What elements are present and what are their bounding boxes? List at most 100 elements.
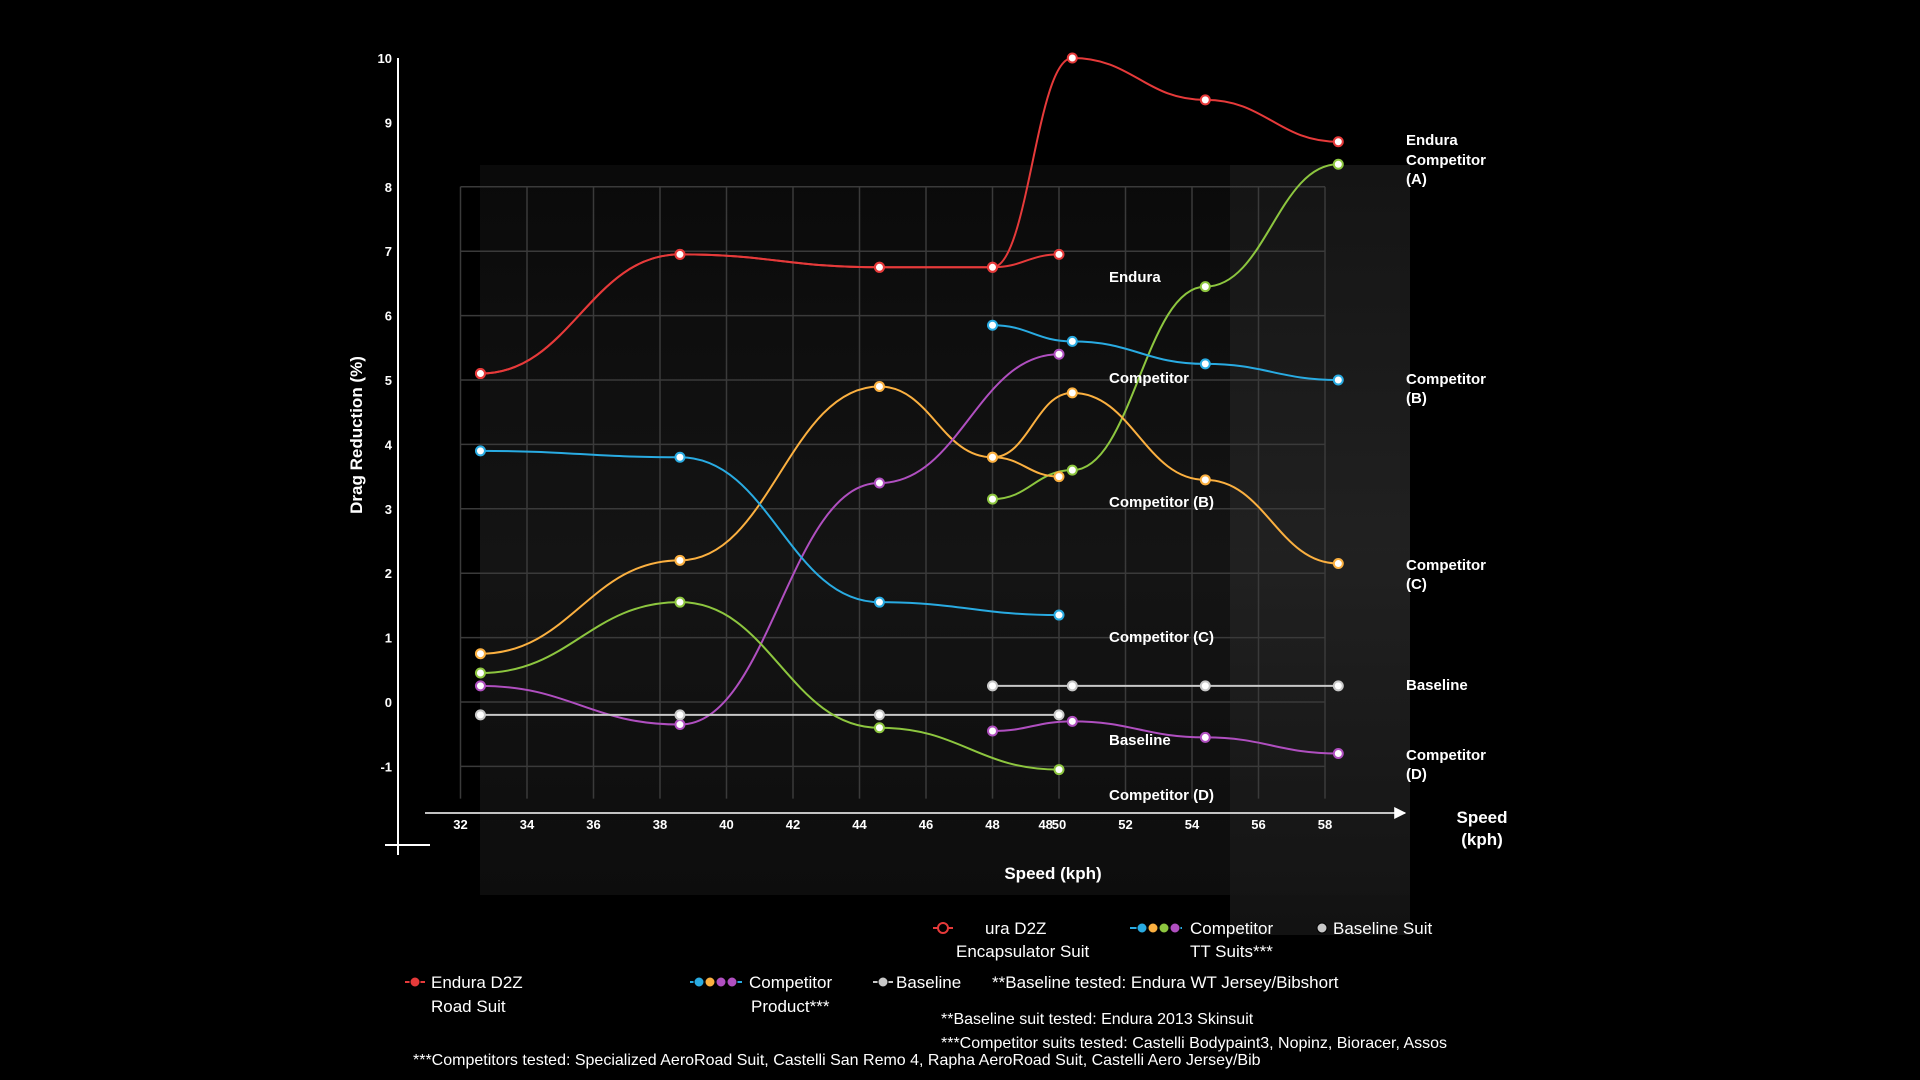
series-line-right-competitor-c (992, 391, 1339, 565)
grid-background-panel-right (1230, 165, 1410, 935)
data-point-competitor-b (1066, 335, 1078, 347)
label-right-competitor-c-line1: Competitor (1406, 557, 1486, 574)
legend-encapsulator-line1: ura D2Z (985, 919, 1046, 938)
data-point-baseline (1332, 680, 1344, 692)
label-right-competitor-a-line2: (A) (1406, 171, 1427, 188)
legend-marker-orange (1147, 922, 1159, 934)
series-line-left-competitor-b (480, 353, 1060, 726)
legend-marker-red (937, 922, 949, 934)
legend-marker-orange-2 (704, 976, 716, 988)
x-tick-label: 56 (1251, 817, 1265, 832)
data-point-baseline (1053, 709, 1065, 721)
data-point-competitor-b (474, 680, 486, 692)
series-line-right-competitor-d (992, 720, 1339, 755)
x-tick-label: 38 (653, 817, 667, 832)
data-point-competitor-d (873, 722, 885, 734)
data-point-competitor (474, 648, 486, 660)
data-point-competitor-d (1199, 731, 1211, 743)
y-tick-label: 7 (385, 244, 392, 259)
legend-item-baseline-suit: Baseline Suit (1316, 919, 1433, 938)
y-tick-label: 3 (385, 502, 392, 517)
data-point-endura (1332, 136, 1344, 148)
x-axis-title-right-line2: (kph) (1461, 830, 1503, 849)
data-point-competitor-c (873, 596, 885, 608)
data-point-endura (474, 368, 486, 380)
x-tick-label: 40 (719, 817, 733, 832)
data-point-competitor-a (1199, 281, 1211, 293)
data-point-competitor-c (1199, 474, 1211, 486)
x-tick-label: 48 (985, 817, 999, 832)
legend-road-line2: Road Suit (431, 997, 506, 1016)
y-tick-label: 10 (378, 51, 392, 66)
data-point-endura (1199, 94, 1211, 106)
x-tick-label: 32 (453, 817, 467, 832)
legend-marker-purple-3 (726, 976, 738, 988)
legend-item-tt-suits: Competitor TT Suits*** (1130, 919, 1273, 961)
data-point-endura (873, 261, 885, 273)
data-point-competitor-c (1332, 558, 1344, 570)
label-right-competitor-a-line1: Competitor (1406, 152, 1486, 169)
label-left-competitor-b: Competitor (B) (1109, 494, 1214, 511)
data-point-competitor-d (1053, 764, 1065, 776)
legend-marker-purple-2 (715, 976, 727, 988)
data-point-competitor-b (873, 477, 885, 489)
data-point-competitor-c (1053, 609, 1065, 621)
data-point-endura (1066, 52, 1078, 64)
legend-item-baseline: Baseline (873, 973, 961, 992)
legend-baseline: Baseline (896, 973, 961, 992)
data-point-endura (987, 261, 998, 273)
data-point-competitor-b (674, 719, 686, 731)
y-tick-label: 0 (385, 695, 392, 710)
legend-marker-red-2 (409, 976, 421, 988)
label-right-endura: Endura (1406, 132, 1458, 149)
legend-product-line1: Competitor (749, 973, 832, 992)
legend-marker-blue-2 (693, 976, 705, 988)
x-axis-title: Speed (kph) (1004, 864, 1101, 883)
label-right-baseline: Baseline (1406, 677, 1468, 694)
series-line-right-competitor-b (992, 324, 1339, 381)
data-point-baseline (1199, 680, 1211, 692)
legend-marker-green (1158, 922, 1170, 934)
data-point-competitor-b (1332, 374, 1344, 386)
y-tick-label: 1 (385, 631, 392, 646)
y-tick-label: 2 (385, 566, 392, 581)
legend-baseline-suit: Baseline Suit (1333, 919, 1433, 938)
data-point-competitor-d (1066, 715, 1078, 727)
series-line-left-competitor-d (480, 601, 1060, 771)
data-point-baseline (873, 709, 885, 721)
series-line-left-endura (480, 253, 1060, 375)
series-layer (474, 52, 1344, 776)
data-point-baseline (1066, 680, 1078, 692)
series-line-left-competitor-c (480, 449, 1060, 617)
series-line-left-competitor (480, 385, 1060, 655)
x-tick-label: 58 (1318, 817, 1332, 832)
y-tick-label: 8 (385, 180, 392, 195)
y-tick-label: 6 (385, 309, 392, 324)
gridlines (459, 186, 1326, 799)
label-left-endura: Endura (1109, 269, 1161, 286)
label-left-competitor-d: Competitor (D) (1109, 787, 1214, 804)
data-point-competitor-b (1053, 348, 1065, 360)
data-point-competitor (1053, 471, 1065, 483)
data-point-endura (1053, 248, 1065, 260)
data-point-baseline (674, 709, 686, 721)
legend-item-encapsulator: ura D2Z Encapsulator Suit (933, 919, 1090, 961)
legend-item-road-suit: Endura D2Z Road Suit (405, 973, 523, 1016)
data-point-baseline (987, 680, 998, 692)
y-tick-label: -1 (380, 759, 392, 774)
data-point-baseline (474, 709, 486, 721)
label-right-competitor-d-line2: (D) (1406, 766, 1427, 783)
data-point-competitor-d (674, 596, 686, 608)
x-tick-label: 44 (852, 817, 867, 832)
note-competitors-tested: ***Competitors tested: Specialized AeroR… (413, 1052, 1261, 1069)
legend-marker-grey (1316, 922, 1328, 934)
y-tick-label: 4 (385, 437, 393, 452)
data-point-competitor-d (987, 725, 998, 737)
label-right-competitor-b-line2: (B) (1406, 390, 1427, 407)
data-point-competitor-b (1199, 358, 1211, 370)
series-line-right-endura (480, 56, 1339, 375)
label-right-competitor-b-line1: Competitor (1406, 371, 1486, 388)
data-point-competitor-a (1332, 158, 1344, 170)
